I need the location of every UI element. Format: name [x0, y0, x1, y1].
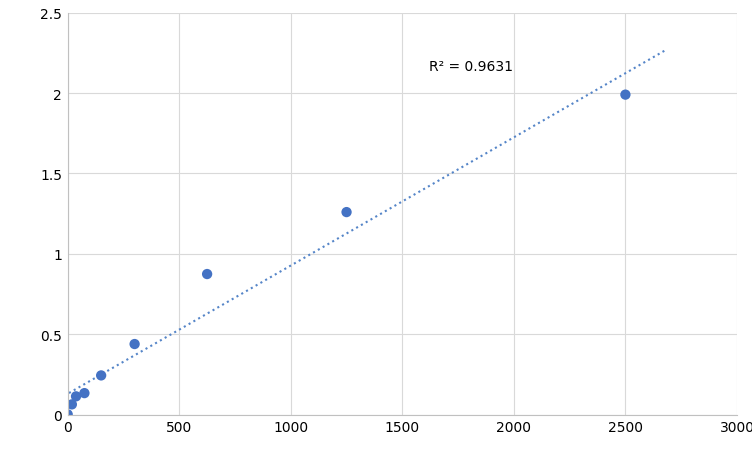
Point [62, 411, 74, 418]
Point [95, 372, 108, 379]
Point [66, 401, 78, 408]
Point [201, 271, 213, 278]
Point [129, 341, 141, 348]
Text: R² = 0.9631: R² = 0.9631 [429, 60, 513, 74]
Point [78, 390, 90, 397]
Point [70, 393, 82, 400]
Point [620, 92, 632, 99]
Point [341, 209, 353, 216]
